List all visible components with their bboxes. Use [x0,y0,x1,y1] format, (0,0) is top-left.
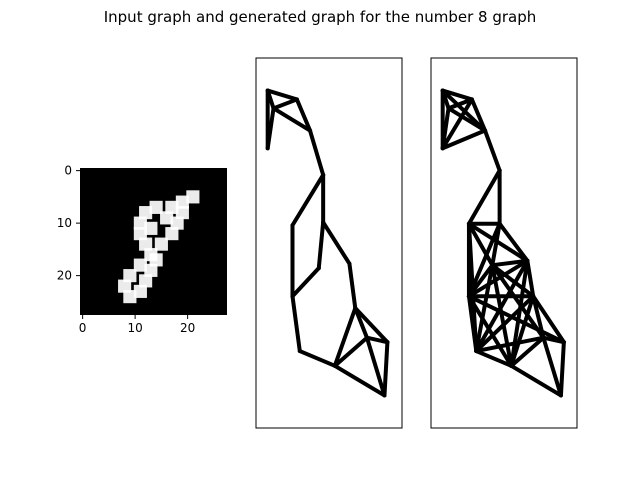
graph-edge [509,363,563,398]
graph-edge [469,97,488,133]
digit-stroke-cell [139,206,153,220]
graph-edge [290,172,326,228]
digit-stroke-cell [165,227,179,241]
graph-edge [497,221,530,263]
graph-edge [558,340,566,398]
digit-stroke-group [118,190,200,304]
graph-edge [316,220,326,271]
image-background [80,168,227,315]
graph-edge [474,263,495,354]
graph-edge [271,97,299,111]
graph-edge [347,261,358,311]
x-tick-label: 0 [79,321,87,335]
graph-edge [382,340,390,398]
graph-edge [509,335,546,368]
digit-stroke-cell [118,279,132,293]
graph-edge [490,258,530,268]
image-axis-ticks: 0 10 20 0 10 20 [57,164,196,335]
digit-stroke-cell [175,206,189,220]
graph-edge [364,335,387,398]
input-graph-frame [255,57,403,429]
digit-stroke-cell [186,190,200,204]
digit-stroke-cell [160,211,174,225]
digit-stroke-cell [139,237,153,251]
graph-edge [466,294,566,345]
graph-edge [364,335,390,345]
graph-edge [290,294,302,354]
graph-edge [466,168,502,226]
digit-stroke-cell [149,200,163,214]
digit-stroke-cell [154,237,168,251]
x-tick-label: 10 [127,321,142,335]
graph-edge [321,220,352,266]
graph-edge [308,128,326,177]
graph-edge [474,349,514,368]
digit-stroke-cell [144,263,158,277]
generated-graph-panel [430,57,578,429]
digit-stroke-cell [139,274,153,288]
graph-edge [483,128,502,173]
graph-edge [466,221,495,268]
graph-edge [541,335,563,398]
graph-edge [490,263,546,340]
generated-graph-frame [430,57,578,429]
x-tick-label: 20 [180,321,195,335]
y-tick-label: 0 [64,164,72,178]
graph-edge [265,106,276,151]
digit-stroke-cell [170,216,184,230]
graph-edge [440,97,474,151]
graph-edge [440,88,474,102]
graph-edge [466,294,514,368]
y-tick-label: 10 [57,216,72,230]
graph-edge [531,294,566,345]
digit-stroke-cell [133,258,147,272]
graph-edge [474,335,546,354]
graph-edge [490,263,536,299]
graph-edge [446,97,474,111]
graph-edge [353,306,390,345]
graph-edge [265,88,299,102]
input-graph-edges [265,88,390,398]
digit-stroke-cell [123,269,137,283]
graph-edge [440,106,451,151]
figure-title: Input graph and generated graph for the … [104,8,537,26]
graph-edge [297,349,337,368]
graph-edge [332,335,369,368]
digit-stroke-cell [144,221,158,235]
graph-edge [294,97,313,133]
digit-stroke-cell [165,200,179,214]
input-graph-panel [255,57,403,429]
input-image-panel: 0 10 20 0 10 20 [57,164,227,335]
generated-graph-edges [440,88,566,398]
graph-edge [466,294,479,354]
digit-stroke-cell [149,253,163,267]
digit-stroke-cell [133,227,147,241]
graph-edge [271,106,313,133]
digit-stroke-cell [133,284,147,298]
digit-stroke-cell [175,195,189,209]
graph-edge [474,258,530,354]
graph-edge [290,266,321,299]
digit-stroke-cell [133,216,147,230]
graph-edge [509,294,536,368]
digit-stroke-cell [123,290,137,304]
graph-edge [509,258,530,368]
graph-edge [474,294,536,354]
graph-edge [332,306,358,368]
graph-edge [466,258,530,299]
graph-edge [332,363,387,398]
y-tick-label: 20 [57,269,72,283]
graph-edge [440,128,488,151]
graph-edge [490,263,514,368]
